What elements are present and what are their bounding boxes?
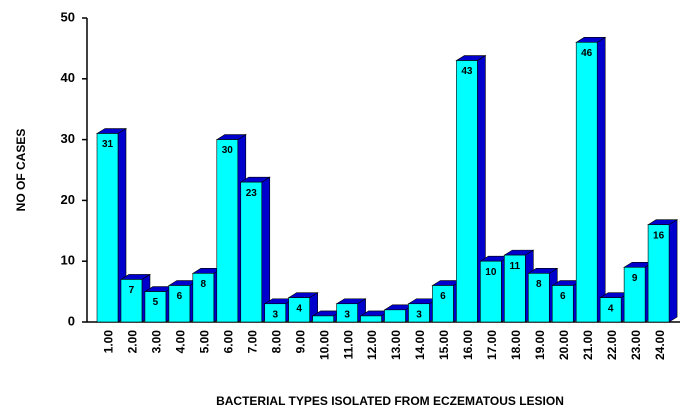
x-tick-label: 1.00 (102, 330, 116, 354)
data-label: 5 (153, 297, 159, 308)
x-tick-label: 3.00 (150, 330, 164, 354)
bar (623, 266, 646, 323)
y-tick-label: 50 (61, 9, 75, 24)
data-label: 31 (102, 139, 114, 150)
x-tick-label: 14.00 (413, 330, 427, 360)
bar (240, 181, 263, 323)
x-tick-label: 20.00 (557, 330, 571, 360)
x-tick-label: 15.00 (437, 330, 451, 360)
data-label: 16 (653, 230, 665, 241)
y-tick-label: 30 (61, 131, 75, 146)
bar (504, 254, 526, 323)
y-tick-label: 0 (68, 313, 75, 328)
bar (216, 139, 239, 323)
data-label: 7 (129, 285, 135, 296)
bar (384, 309, 406, 323)
x-tick-label: 9.00 (293, 330, 307, 354)
bar (647, 224, 670, 323)
data-label: 6 (560, 291, 566, 302)
data-label: 10 (485, 267, 497, 278)
x-tick-label: 17.00 (485, 330, 499, 360)
y-tick-label: 40 (61, 70, 75, 85)
bar (120, 279, 143, 323)
data-label: 3 (344, 309, 350, 320)
x-tick-label: 16.00 (461, 330, 475, 360)
bar (432, 285, 454, 323)
data-label: 6 (177, 291, 183, 302)
bar (336, 303, 358, 323)
bar (480, 260, 502, 323)
bar (96, 133, 119, 323)
y-tick-label: 20 (61, 192, 75, 207)
x-tick-label: 5.00 (198, 330, 212, 354)
x-tick-label: 24.00 (653, 330, 667, 360)
bar-side (261, 176, 271, 323)
data-label: 8 (536, 279, 542, 290)
x-tick-label: 4.00 (174, 330, 188, 354)
data-label: 23 (246, 188, 258, 199)
bar (312, 315, 334, 323)
bar (288, 297, 310, 323)
bar (192, 273, 215, 323)
data-label: 46 (581, 48, 593, 59)
bar (168, 285, 191, 323)
bar-side (596, 36, 606, 323)
y-axis-title: NO OF CASES (14, 129, 28, 212)
data-label: 30 (222, 145, 234, 156)
x-tick-label: 13.00 (389, 330, 403, 360)
data-label: 4 (608, 303, 614, 314)
y-tick-label: 10 (61, 253, 75, 268)
x-tick-label: 12.00 (365, 330, 379, 360)
x-tick-label: 7.00 (245, 330, 259, 354)
bar (575, 42, 598, 323)
bar (599, 297, 622, 323)
x-tick-label: 6.00 (221, 330, 235, 354)
bar-side (668, 219, 678, 323)
bar (144, 291, 167, 323)
bar (360, 315, 382, 323)
data-label: 3 (272, 309, 278, 320)
data-label: 43 (461, 66, 473, 77)
data-label: 3 (416, 309, 422, 320)
bar (408, 303, 430, 323)
x-tick-label: 2.00 (126, 330, 140, 354)
x-tick-label: 8.00 (269, 330, 283, 354)
bar (264, 303, 287, 323)
x-tick-label: 22.00 (605, 330, 619, 360)
data-label: 8 (201, 279, 207, 290)
data-label: 4 (296, 303, 302, 314)
bar (551, 285, 574, 323)
x-tick-label: 18.00 (509, 330, 523, 360)
x-tick-label: 11.00 (341, 330, 355, 360)
data-label: 6 (440, 291, 446, 302)
x-tick-label: 10.00 (317, 330, 331, 360)
x-tick-label: 19.00 (533, 330, 547, 360)
x-axis-title: BACTERIAL TYPES ISOLATED FROM ECZEMATOUS… (216, 394, 564, 408)
bar (456, 60, 478, 323)
data-label: 9 (632, 273, 638, 284)
x-tick-label: 23.00 (629, 330, 643, 360)
bar (527, 273, 550, 323)
x-tick-label: 21.00 (581, 330, 595, 360)
data-label: 11 (510, 261, 521, 272)
